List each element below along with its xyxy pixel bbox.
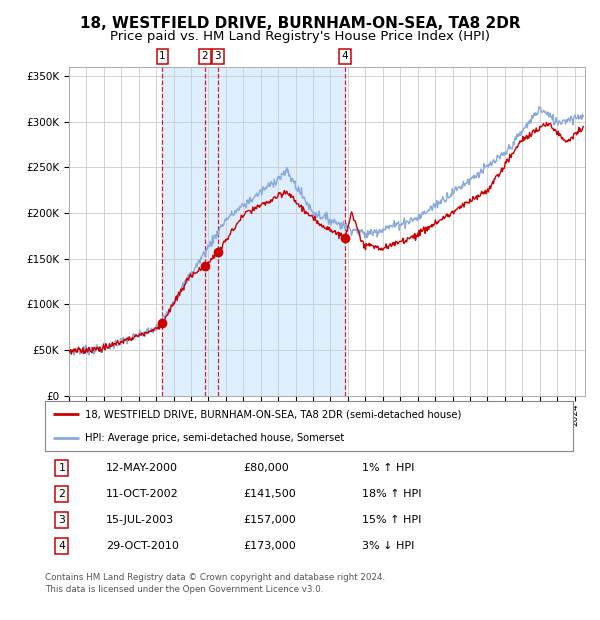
Text: 18% ↑ HPI: 18% ↑ HPI bbox=[362, 489, 421, 499]
Text: 4: 4 bbox=[58, 541, 65, 551]
Text: 1: 1 bbox=[159, 51, 166, 61]
Text: 29-OCT-2010: 29-OCT-2010 bbox=[106, 541, 179, 551]
Text: 18, WESTFIELD DRIVE, BURNHAM-ON-SEA, TA8 2DR: 18, WESTFIELD DRIVE, BURNHAM-ON-SEA, TA8… bbox=[80, 16, 520, 30]
Text: 3: 3 bbox=[215, 51, 221, 61]
Text: 3: 3 bbox=[58, 515, 65, 525]
Text: 2: 2 bbox=[202, 51, 208, 61]
Text: 3% ↓ HPI: 3% ↓ HPI bbox=[362, 541, 414, 551]
Text: Contains HM Land Registry data © Crown copyright and database right 2024.
This d: Contains HM Land Registry data © Crown c… bbox=[45, 573, 385, 594]
Text: HPI: Average price, semi-detached house, Somerset: HPI: Average price, semi-detached house,… bbox=[85, 433, 344, 443]
Text: £173,000: £173,000 bbox=[243, 541, 296, 551]
Text: 15% ↑ HPI: 15% ↑ HPI bbox=[362, 515, 421, 525]
Text: 15-JUL-2003: 15-JUL-2003 bbox=[106, 515, 174, 525]
Text: 11-OCT-2002: 11-OCT-2002 bbox=[106, 489, 178, 499]
Text: £157,000: £157,000 bbox=[243, 515, 296, 525]
Text: 1% ↑ HPI: 1% ↑ HPI bbox=[362, 463, 414, 473]
Text: 2: 2 bbox=[58, 489, 65, 499]
Bar bbox=[163, 67, 345, 396]
Text: 12-MAY-2000: 12-MAY-2000 bbox=[106, 463, 178, 473]
Text: £80,000: £80,000 bbox=[243, 463, 289, 473]
Text: 4: 4 bbox=[341, 51, 348, 61]
Text: Price paid vs. HM Land Registry's House Price Index (HPI): Price paid vs. HM Land Registry's House … bbox=[110, 30, 490, 43]
Text: £141,500: £141,500 bbox=[243, 489, 296, 499]
Text: 18, WESTFIELD DRIVE, BURNHAM-ON-SEA, TA8 2DR (semi-detached house): 18, WESTFIELD DRIVE, BURNHAM-ON-SEA, TA8… bbox=[85, 409, 461, 419]
Text: 1: 1 bbox=[58, 463, 65, 473]
